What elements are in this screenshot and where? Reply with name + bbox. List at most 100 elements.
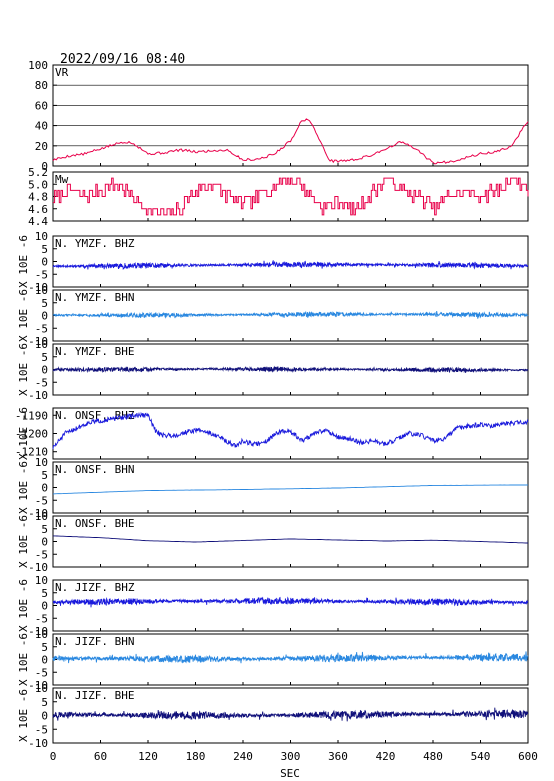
y-tick-label: 10 — [35, 456, 48, 469]
x-tick-label: 480 — [423, 750, 443, 763]
y-tick-label: -10 — [28, 625, 48, 638]
y-tick-label: 0 — [41, 710, 48, 723]
y-tick-label: 10 — [35, 284, 48, 297]
y-tick-label: -10 — [28, 335, 48, 348]
y-tick-label: 4.6 — [28, 203, 48, 216]
y-tick-label: -10 — [28, 561, 48, 574]
y-tick-label: 10 — [35, 682, 48, 695]
y-axis-unit-label: X 10E -6 — [17, 407, 30, 460]
y-axis-unit-label: X 10E -6 — [17, 461, 30, 514]
x-tick-label: 300 — [281, 750, 301, 763]
y-tick-label: 10 — [35, 230, 48, 243]
y-axis-unit-label: X 10E -6 — [17, 633, 30, 686]
panel-label: N. JIZF. BHN — [55, 635, 134, 648]
y-tick-label: 5 — [41, 351, 48, 364]
x-tick-label: 0 — [50, 750, 57, 763]
y-tick-label: -10 — [28, 679, 48, 692]
y-tick-label: -5 — [35, 666, 48, 679]
y-tick-label: -1190 — [15, 409, 48, 422]
x-axis-label: SEC — [280, 767, 300, 780]
y-tick-label: 5 — [41, 469, 48, 482]
y-axis-unit-label: X 10E -6 — [17, 343, 30, 396]
y-tick-label: 0 — [41, 364, 48, 377]
y-tick-label: -5 — [35, 548, 48, 561]
y-tick-label: 5.0 — [28, 178, 48, 191]
y-tick-label: 5.2 — [28, 166, 48, 179]
x-tick-label: 360 — [328, 750, 348, 763]
panel-label: N. ONSF. BHN — [55, 463, 134, 476]
y-tick-label: 10 — [35, 628, 48, 641]
y-tick-label: -5 — [35, 723, 48, 736]
y-tick-label: -1210 — [15, 446, 48, 459]
panel-vr: 0 20 40 60 80 100 VR — [28, 59, 529, 173]
y-tick-label: 10 — [35, 574, 48, 587]
x-tick-label: 180 — [186, 750, 206, 763]
y-tick-label: -5 — [35, 322, 48, 335]
y-tick-label: -5 — [35, 268, 48, 281]
y-tick-label: -10 — [28, 737, 48, 750]
y-tick-label: 5 — [41, 641, 48, 654]
series-line-onsf-bhe — [53, 535, 528, 544]
y-tick-label: 5 — [41, 587, 48, 600]
y-tick-label: 0 — [41, 654, 48, 667]
y-tick-label: -10 — [28, 389, 48, 402]
panel-frame — [52, 64, 529, 167]
y-tick-label: 0 — [41, 256, 48, 269]
y-tick-label: 80 — [35, 79, 48, 92]
y-tick-label: 4.8 — [28, 191, 48, 204]
panel-label: N. YMZF. BHZ — [55, 237, 135, 250]
y-tick-label: 20 — [35, 140, 48, 153]
y-tick-label: 5 — [41, 243, 48, 256]
y-tick-label: 0 — [41, 160, 48, 173]
y-tick-label: -5 — [35, 376, 48, 389]
y-tick-label: 5 — [41, 297, 48, 310]
panel-label: N. JIZF. BHE — [55, 689, 134, 702]
x-tick-label: 60 — [94, 750, 107, 763]
y-tick-label: 0 — [41, 600, 48, 613]
y-tick-label: 10 — [35, 338, 48, 351]
y-axis-unit-label: X 10E -6 — [17, 689, 30, 742]
y-tick-label: 10 — [35, 510, 48, 523]
panel-label: N. YMZF. BHN — [55, 291, 134, 304]
series-line-onsf-bhn — [52, 484, 529, 495]
y-tick-label: -5 — [35, 612, 48, 625]
y-axis-unit-label: X 10E -6 — [17, 515, 30, 568]
series-line-jizf-bhn — [52, 651, 529, 664]
panel-label: N. YMZF. BHE — [55, 345, 134, 358]
y-tick-label: 40 — [35, 120, 48, 133]
panel-label: N. ONSF. BHE — [55, 517, 134, 530]
x-tick-label: 240 — [233, 750, 253, 763]
panel-label: VR — [55, 66, 69, 79]
x-tick-label: 540 — [471, 750, 491, 763]
y-tick-label: -1200 — [15, 428, 48, 441]
series-line-ymzf-bhe — [52, 365, 529, 374]
panel-label: N. JIZF. BHZ — [55, 581, 135, 594]
y-tick-label: 5 — [41, 523, 48, 536]
series-line-jizf-bhz — [52, 596, 529, 608]
y-tick-label: 100 — [28, 59, 48, 72]
y-axis-unit-label: X 10E -6 — [17, 289, 30, 342]
series-line-jizf-bhe — [52, 707, 529, 722]
series-line-vr — [52, 118, 529, 165]
y-tick-label: 60 — [35, 99, 48, 112]
x-tick-label: 600 — [518, 750, 538, 763]
panel-mw: 4.44.64.85.05.2 Mw — [28, 166, 529, 228]
y-tick-label: 4.4 — [28, 215, 48, 228]
y-tick-label: 5 — [41, 696, 48, 709]
panels-group: 020406080100VR4.44.64.85.05.2Mw-10-50510… — [15, 59, 529, 750]
series-line-mw — [53, 177, 529, 216]
series-line-onsf-bhz — [52, 411, 529, 450]
y-axis-unit-label: X 10E -6 — [17, 235, 30, 288]
x-tick-label: 120 — [138, 750, 158, 763]
panel-label: Mw — [55, 173, 69, 186]
x-tick-label: 420 — [376, 750, 396, 763]
